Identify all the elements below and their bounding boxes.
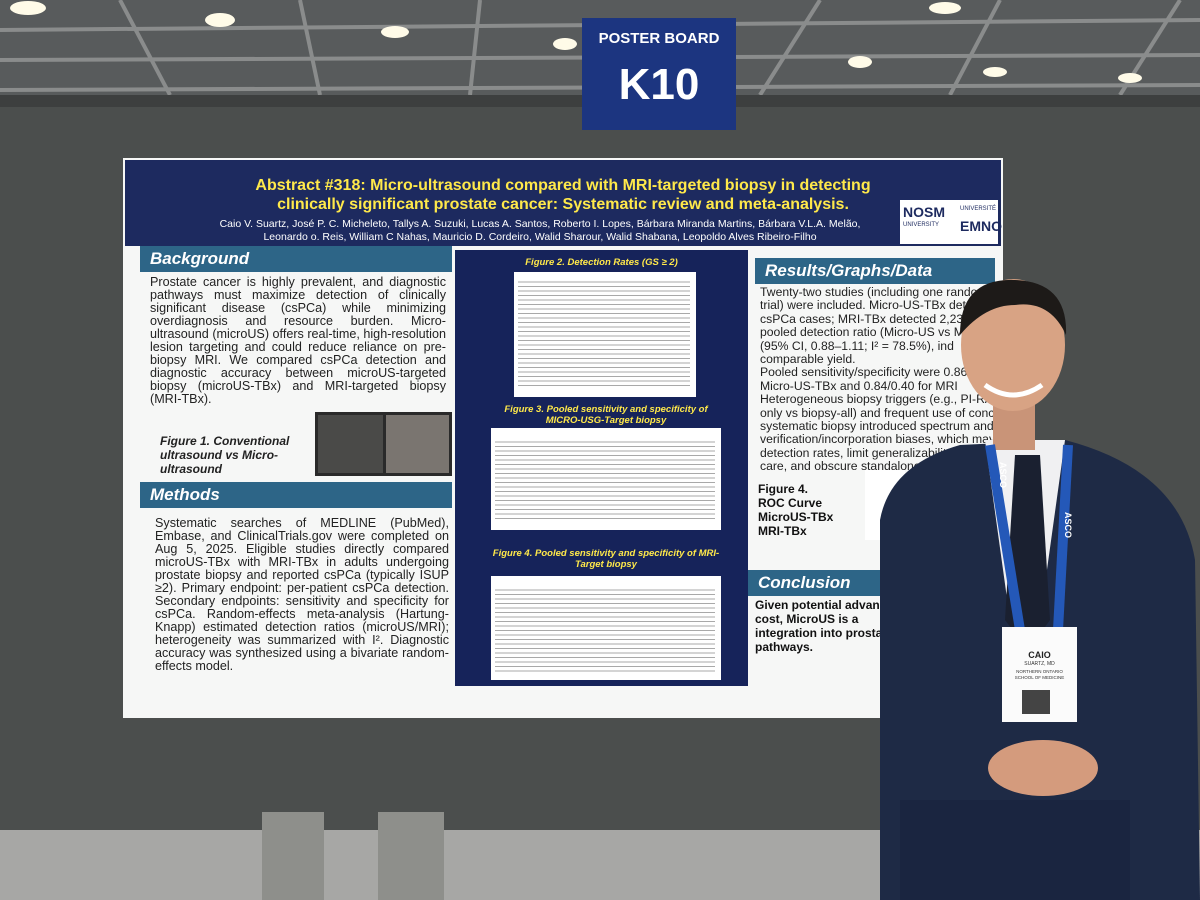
section-heading: Background: [140, 246, 452, 272]
badge-school-line: NORTHERN ONTARIO: [1016, 669, 1063, 674]
text-line: only vs biopsy-all) and frequent use of …: [760, 405, 1025, 420]
text-line: cost, MicroUS is a: [755, 612, 859, 626]
figure-title: Figure 4. Pooled sensitivity and specifi…: [492, 548, 720, 570]
logo-left-sub: UNIVERSITY: [903, 222, 940, 228]
results-text: Twenty-two studies (including one random…: [760, 285, 1025, 474]
figure-caption: Figure 4. ROC Curve MicroUS-TBx MRI-TBx: [758, 482, 833, 538]
author-line: Caio V. Suartz, José P. C. Micheleto, Ta…: [219, 218, 861, 230]
lanyard-text: ASCO: [998, 461, 1009, 489]
badge-school-line: SCHOOL OF MEDICINE: [1014, 675, 1065, 680]
badge-school: NORTHERN ONTARIO SCHOOL OF MEDICINE: [1002, 669, 1077, 681]
title-line: Abstract #318: Micro-ultrasound compared…: [255, 177, 871, 194]
text-line: systematic biopsy introduced spectrum an…: [760, 419, 1021, 434]
logo-left: NOSM: [903, 204, 945, 220]
text-line: integration into prosta: [755, 626, 883, 640]
logo-right-sub: UNIVERSITÉ: [960, 206, 997, 212]
logo-right: EMNO: [960, 218, 1002, 234]
poster-title: Abstract #318: Micro-ultrasound compared…: [125, 176, 1001, 214]
badge-surname: SUARTZ, MD: [1024, 661, 1055, 667]
text-line: Pooled sensitivity/specificity were 0.86…: [760, 365, 981, 380]
badge-name: CAIO: [1028, 650, 1051, 660]
text-line: Given potential advan: [755, 598, 880, 612]
text-line: csPCa cases; MRI-TBx detected 2,237: [760, 311, 970, 326]
text-line: ROC Curve: [758, 496, 823, 510]
author-line: Leonardo o. Reis, William C Nahas, Mauri…: [263, 231, 817, 243]
text-line: Twenty-two studies (including one random…: [760, 285, 991, 299]
text-line: pathways.: [755, 640, 814, 654]
text-line: pooled detection ratio (Micro-US vs MRI)…: [760, 325, 1000, 340]
figure-caption: Figure 1. Conventional ultrasound vs Mic…: [160, 434, 290, 476]
text-line: verification/incorporation biases, which…: [760, 432, 1011, 447]
section-heading: Conclusion: [748, 570, 898, 596]
methods-text: Systematic searches of MEDLINE (PubMed),…: [155, 516, 449, 673]
section-heading: Methods: [140, 482, 452, 508]
text-line: comparable yield.: [760, 352, 856, 367]
sign-label: POSTER BOARD: [598, 30, 720, 47]
background-text: Prostate cancer is highly prevalent, and…: [150, 275, 446, 406]
text-line: Heterogeneous biopsy triggers (e.g., PI-…: [760, 392, 1010, 407]
title-line: clinically significant prostate cancer: …: [277, 196, 849, 213]
authors: Caio V. Suartz, José P. C. Micheleto, Ta…: [180, 218, 900, 244]
lanyard-text: ASCO: [1063, 511, 1074, 539]
text-line: trial) were included. Micro-US-TBx detec…: [760, 298, 996, 313]
sign-code: K10: [618, 60, 700, 109]
text-line: Micro-US-TBx and 0.84/0.40 for MRI: [760, 378, 958, 393]
text-line: MicroUS-TBx: [758, 510, 834, 524]
section-heading: Results/Graphs/Data: [755, 258, 995, 284]
text-line: MRI-TBx: [758, 524, 807, 538]
text-line: detection rates, limit generalizability …: [760, 445, 974, 460]
figure-title: Figure 2. Detection Rates (GS ≥ 2): [525, 257, 678, 268]
figure-title: Figure 3. Pooled sensitivity and specifi…: [504, 404, 708, 426]
text-line: Figure 4.: [758, 482, 809, 496]
text-line: (95% CI, 0.88–1.11; I² = 78.5%), ind: [760, 338, 954, 353]
